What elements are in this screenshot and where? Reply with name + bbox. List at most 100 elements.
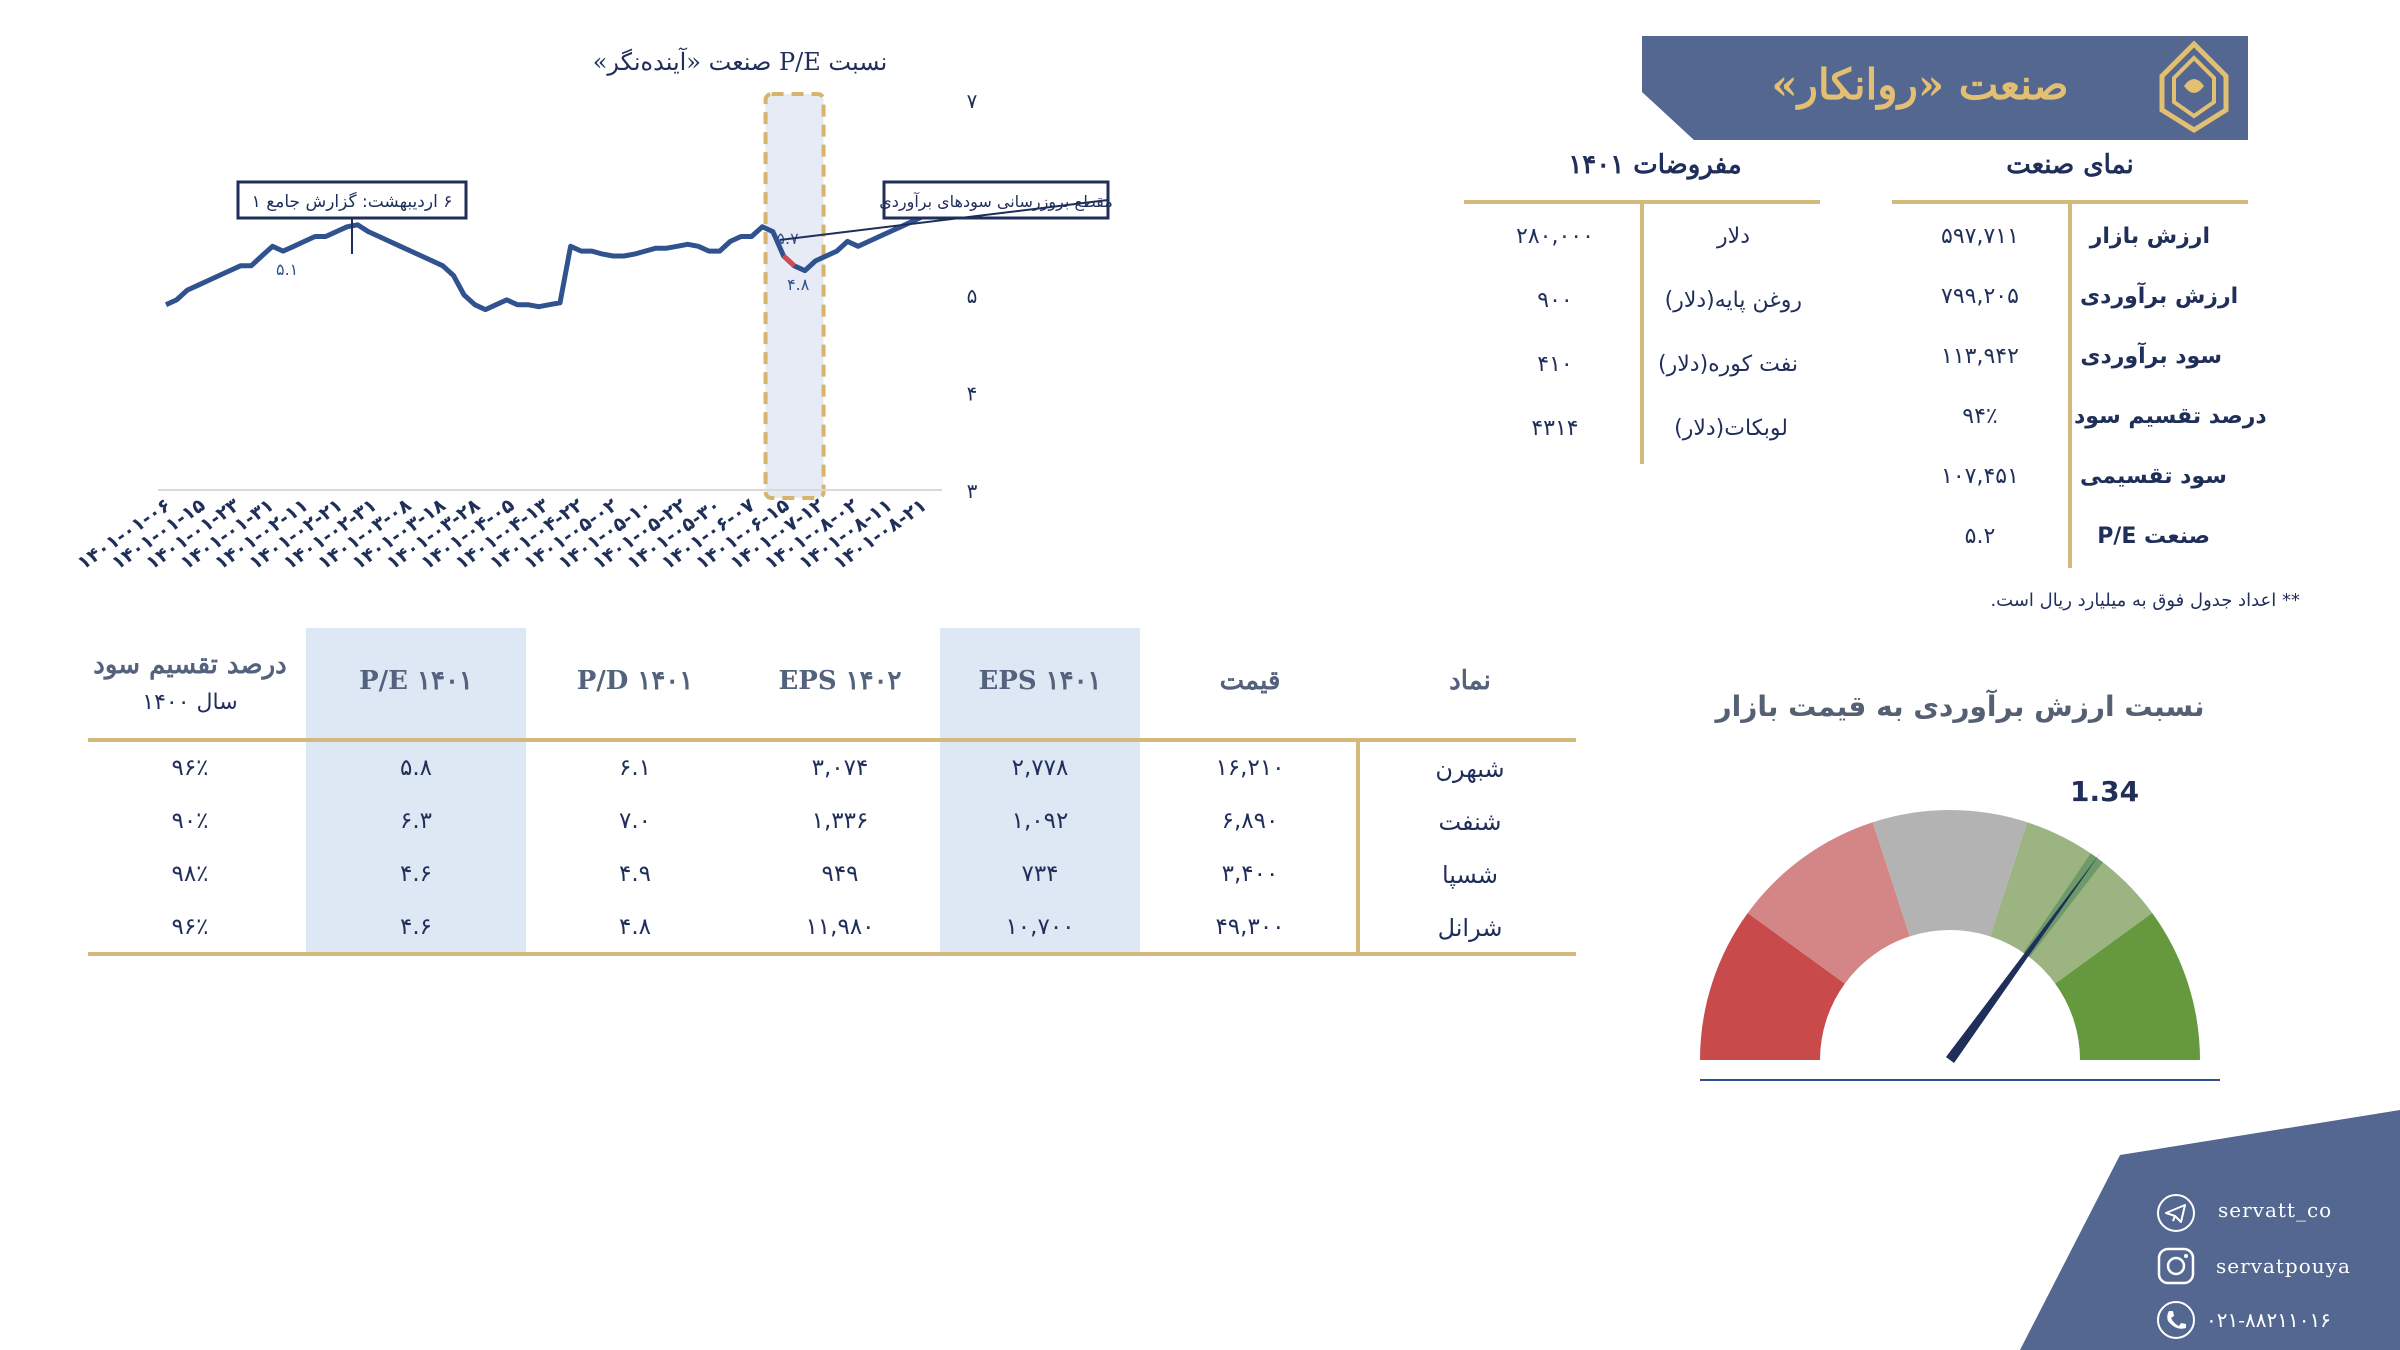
annotation-text: ۶ اردیبهشت: گزارش جامع ۱	[252, 191, 453, 212]
table-header: P/D ۱۴۰۱	[576, 666, 694, 696]
y-tick-label: ۵	[967, 284, 978, 308]
table-cell: ۴.۸	[618, 914, 652, 940]
assumptions-column-divider	[1640, 204, 1644, 464]
assumptions-title: مفروضات ۱۴۰۱	[1568, 150, 1742, 180]
assumptions-divider	[1464, 200, 1820, 204]
overview-value: ۱۰۷,۴۵۱	[1941, 464, 2019, 489]
overview-label: درصد تقسیم سود	[2074, 404, 2267, 429]
table-header: درصد تقسیم سود	[93, 650, 287, 680]
gauge-chart	[1700, 810, 2220, 1081]
eps-column-highlight	[940, 628, 1140, 954]
y-tick-label: ۴	[967, 382, 978, 406]
overview-title: نمای صنعت	[2006, 150, 2134, 180]
table-header: قیمت	[1219, 666, 1281, 696]
gauge-segment	[1747, 822, 1910, 984]
table-cell: ۶,۸۹۰	[1221, 808, 1279, 834]
pe-line-chart: ۳۴۵۶۷۱۴۰۱-۰۱-۰۶۱۴۰۱-۰۱-۱۵۱۴۰۱-۰۱-۲۳۱۴۰۱-…	[73, 89, 1113, 574]
assumption-value: ۴۱۰	[1537, 352, 1573, 377]
table-cell: ۴.۶	[399, 861, 433, 887]
table-cell: ۱۰,۷۰۰	[1005, 914, 1075, 940]
assumption-value: ۹۰۰	[1537, 288, 1573, 313]
table-cell: ۳,۴۰۰	[1221, 861, 1279, 887]
stock-symbol-cell: شبهرن	[1435, 755, 1505, 783]
stock-symbol-cell: شرانل	[1437, 914, 1503, 942]
overview-divider	[1892, 200, 2248, 204]
y-tick-label: ۷	[967, 89, 978, 113]
table-cell: ۳,۰۷۴	[811, 755, 869, 781]
overview-value: ۷۹۹,۲۰۵	[1941, 284, 2019, 309]
gauge-value-label: 1.34	[2070, 775, 2140, 808]
instagram-handle[interactable]: servatpouya	[2216, 1254, 2351, 1278]
gauge-segment	[1700, 913, 1845, 1060]
update-period-highlight	[763, 92, 826, 500]
y-tick-label: ۳	[967, 479, 978, 503]
annotation-text: مقطع بروزرسانی سودهای برآوردی	[879, 192, 1113, 212]
pe-column-highlight	[306, 628, 526, 954]
overview-value: ۵۹۷,۷۱۱	[1941, 224, 2019, 249]
footnote: ** اعداد جدول فوق به میلیارد ریال است.	[1990, 590, 2300, 611]
overview-value: ۱۱۳,۹۴۲	[1941, 344, 2019, 369]
telegram-handle[interactable]: servatt_co	[2218, 1198, 2333, 1222]
assumption-label: لوبکات(دلار)	[1674, 416, 1788, 441]
gauge-segment	[1872, 810, 2028, 937]
annotation-box	[882, 180, 1110, 220]
telegram-icon[interactable]	[2156, 1193, 2196, 1233]
table-cell: ۹۶٪	[171, 914, 209, 940]
annotation-leader	[779, 199, 1109, 241]
table-column-divider	[1356, 742, 1360, 952]
assumption-label: روغن پایه(دلار)	[1664, 288, 1802, 313]
overview-label: ارزش بازار	[2089, 224, 2210, 249]
update-drop-segment	[781, 254, 796, 268]
annotation-box	[236, 180, 468, 220]
table-header: EPS ۱۴۰۲	[778, 666, 902, 696]
phone-icon[interactable]	[2156, 1300, 2196, 1340]
gauge-segment	[2055, 913, 2200, 1060]
table-header: P/E ۱۴۰۱	[359, 666, 473, 696]
overview-label: سود برآوردی	[2080, 344, 2222, 369]
header-banner	[1642, 36, 2248, 140]
table-header-sub: سال ۱۴۰۰	[142, 690, 238, 715]
overview-label: ارزش برآوردی	[2080, 284, 2239, 309]
assumption-label: نفت کوره(دلار)	[1658, 352, 1798, 377]
table-cell: ۵.۸	[399, 755, 433, 781]
stock-symbol-cell: شنفت	[1438, 808, 1502, 836]
gauge-title: نسبت ارزش برآوردی به قیمت بازار	[1715, 690, 2205, 723]
table-cell: ۶.۱	[618, 755, 652, 781]
assumption-value: ۲۸۰,۰۰۰	[1516, 224, 1594, 249]
overview-label: سود تقسیمی	[2080, 464, 2227, 489]
table-cell: ۱۶,۲۱۰	[1215, 755, 1285, 781]
chart-title: نسبت P/E صنعت «آینده‌نگر»	[592, 48, 888, 76]
instagram-icon[interactable]	[2156, 1246, 2196, 1286]
table-bottom-rule	[88, 952, 1576, 956]
data-point-label: ۵.۱	[276, 260, 298, 279]
table-cell: ۱,۰۹۲	[1011, 808, 1069, 834]
gauge-needle	[1945, 852, 2101, 1063]
table-cell: ۲,۷۷۸	[1011, 755, 1069, 781]
table-cell: ۷.۰	[618, 808, 652, 834]
overview-label: P/E صنعت	[2097, 524, 2210, 549]
table-header: EPS ۱۴۰۱	[978, 666, 1102, 696]
table-cell: ۹۸٪	[171, 861, 209, 887]
table-cell: ۴.۶	[399, 914, 433, 940]
company-logo-icon	[2159, 40, 2229, 133]
table-cell: ۴۹,۳۰۰	[1215, 914, 1285, 940]
overview-column-divider	[2068, 204, 2072, 568]
table-cell: ۶.۳	[399, 808, 433, 834]
assumption-label: دلار	[1717, 224, 1750, 249]
table-top-rule	[88, 738, 1576, 742]
table-cell: ۹۴۹	[821, 861, 859, 887]
table-cell: ۷۳۴	[1021, 861, 1059, 887]
overview-value: ۹۴٪	[1962, 404, 1998, 429]
overview-value: ۵.۲	[1964, 524, 1996, 549]
table-cell: ۹۶٪	[171, 755, 209, 781]
phone-number[interactable]: ۰۲۱-۸۸۲۱۱۰۱۶	[2206, 1308, 2331, 1332]
stock-symbol-cell: شسپا	[1441, 861, 1499, 889]
pe-series-line	[164, 214, 924, 313]
table-cell: ۹۰٪	[171, 808, 209, 834]
table-cell: ۱,۳۳۶	[811, 808, 869, 834]
page-title: صنعت «روانکار»	[1771, 60, 2069, 109]
table-cell: ۴.۹	[618, 861, 652, 887]
data-point-label: ۴.۸	[787, 275, 810, 294]
assumption-value: ۴۳۱۴	[1531, 416, 1579, 441]
table-cell: ۱۱,۹۸۰	[805, 914, 875, 940]
